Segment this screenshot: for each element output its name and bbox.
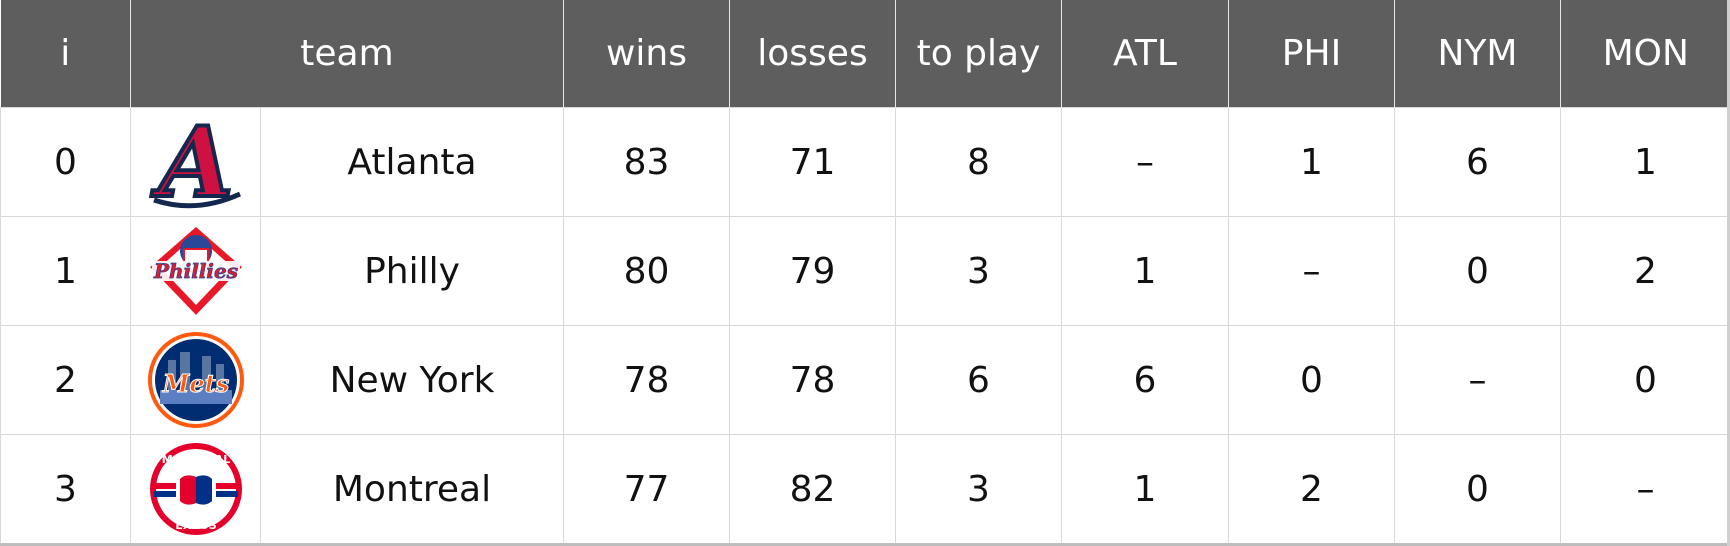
cell-index: 3 — [0, 434, 131, 546]
table-header: i team wins losses to play ATL PHI NYM M… — [0, 0, 1730, 108]
header-atl: ATL — [1061, 0, 1229, 108]
frame-edge — [1727, 0, 1730, 546]
cell-index: 2 — [0, 325, 131, 435]
cell-index: 0 — [0, 107, 131, 217]
header-nym: NYM — [1394, 0, 1561, 108]
cell-team: Atlanta — [260, 107, 564, 217]
cell-vs-mon: 2 — [1560, 216, 1730, 326]
cell-logo: Mets — [130, 325, 261, 435]
cell-logo: A — [130, 107, 261, 217]
cell-wins: 77 — [563, 434, 730, 546]
header-row: i team wins losses to play ATL PHI NYM M… — [0, 0, 1730, 108]
header-wins: wins — [563, 0, 730, 108]
cell-losses: 71 — [729, 107, 896, 217]
table-row: 2 Mets New York 78 78 6 6 0 – 0 — [0, 325, 1730, 435]
new-york-mets-logo: Mets — [147, 332, 244, 428]
svg-text:MONTREAL: MONTREAL — [161, 453, 230, 466]
philadelphia-phillies-logo: Phillies — [145, 223, 246, 320]
table-body: 0 A Atlanta 83 71 8 – 1 6 1 1 — [0, 107, 1730, 546]
cell-vs-atl: 1 — [1061, 216, 1229, 326]
header-phi: PHI — [1228, 0, 1395, 108]
cell-vs-nym: – — [1394, 325, 1561, 435]
cell-to-play: 3 — [895, 434, 1062, 546]
table-row: 0 A Atlanta 83 71 8 – 1 6 1 — [0, 107, 1730, 217]
cell-vs-phi: 2 — [1228, 434, 1395, 546]
cell-losses: 78 — [729, 325, 896, 435]
cell-losses: 82 — [729, 434, 896, 546]
cell-vs-mon: 1 — [1560, 107, 1730, 217]
cell-vs-mon: – — [1560, 434, 1730, 546]
cell-vs-atl: – — [1061, 107, 1229, 217]
montreal-expos-logo: MONTREAL EXPOS — [149, 443, 242, 535]
cell-team: New York — [260, 325, 564, 435]
cell-index: 1 — [0, 216, 131, 326]
cell-vs-nym: 0 — [1394, 434, 1561, 546]
svg-text:Mets: Mets — [161, 369, 229, 398]
cell-team: Montreal — [260, 434, 564, 546]
cell-wins: 83 — [563, 107, 730, 217]
cell-vs-mon: 0 — [1560, 325, 1730, 435]
cell-vs-nym: 6 — [1394, 107, 1561, 217]
cell-wins: 80 — [563, 216, 730, 326]
cell-logo: MONTREAL EXPOS — [130, 434, 261, 546]
table-row: 1 Phillies Philly 80 79 3 1 – 0 2 — [0, 216, 1730, 326]
cell-to-play: 3 — [895, 216, 1062, 326]
header-to-play: to play — [895, 0, 1062, 108]
header-team: team — [130, 0, 564, 108]
cell-vs-nym: 0 — [1394, 216, 1561, 326]
cell-vs-phi: 0 — [1228, 325, 1395, 435]
cell-vs-phi: – — [1228, 216, 1395, 326]
header-mon: MON — [1560, 0, 1730, 108]
cell-vs-phi: 1 — [1228, 107, 1395, 217]
svg-text:A: A — [150, 114, 232, 210]
svg-text:Phillies: Phillies — [153, 259, 238, 283]
cell-vs-atl: 1 — [1061, 434, 1229, 546]
cell-wins: 78 — [563, 325, 730, 435]
cell-to-play: 8 — [895, 107, 1062, 217]
cell-losses: 79 — [729, 216, 896, 326]
table-row: 3 MONTREAL EXPOS Montreal 77 82 3 1 — [0, 434, 1730, 546]
cell-logo: Phillies — [130, 216, 261, 326]
cell-to-play: 6 — [895, 325, 1062, 435]
cell-team: Philly — [260, 216, 564, 326]
svg-text:EXPOS: EXPOS — [175, 519, 216, 532]
header-losses: losses — [729, 0, 896, 108]
cell-vs-atl: 6 — [1061, 325, 1229, 435]
atlanta-braves-logo: A — [148, 114, 241, 210]
header-index: i — [0, 0, 131, 108]
